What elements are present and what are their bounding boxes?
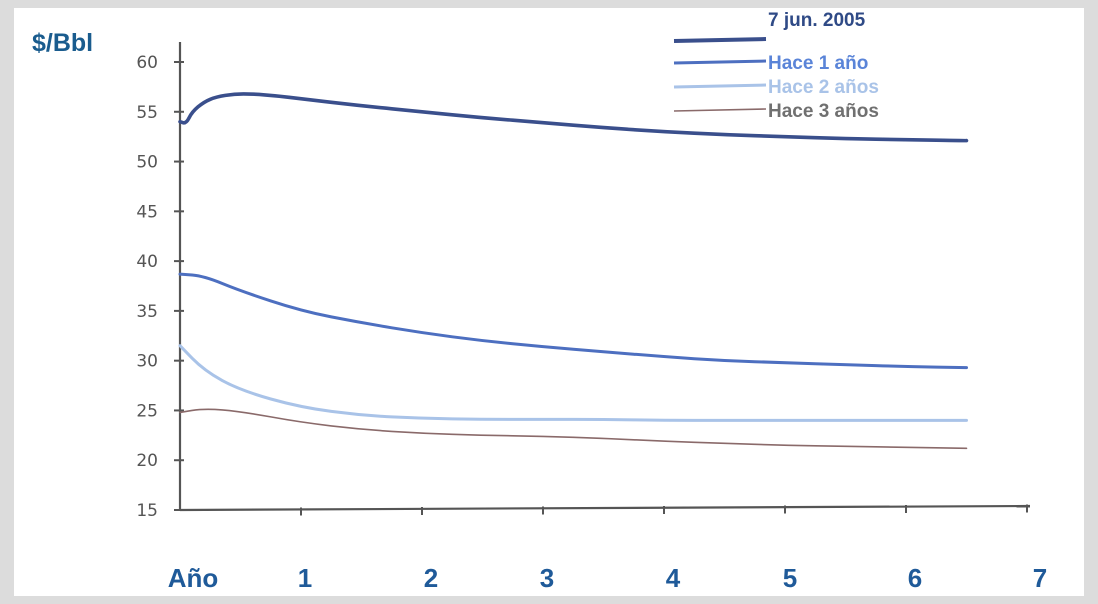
series-line-1 [178,272,969,370]
legend-swatch-3 [673,108,767,112]
y-tick-label-25: 25 [136,401,158,421]
series-line-3 [179,408,968,450]
legend-swatch-0 [673,37,767,43]
legend-label-2: Hace 2 años [768,77,879,98]
legend: 7 jun. 2005 Hace 1 año Hace 2 años Hace 3 a… [673,10,934,122]
y-axis-unit-label: $/Bbl [32,29,93,57]
x-tick-label-2: 2 [424,563,438,593]
x-tick-label-6: 6 [908,563,922,593]
y-tick-label-40: 40 [136,252,158,272]
series-line-0 [178,92,969,143]
x-tick-label-1: 1 [298,563,312,593]
x-tick-label-0: Año [168,563,219,593]
x-tick-label-3: 3 [540,563,554,593]
legend-swatch-1 [673,59,767,65]
legend-background [764,10,934,122]
y-tick-label-55: 55 [136,103,158,123]
y-tick-label-45: 45 [136,202,158,222]
legend-label-0: 7 jun. 2005 [768,10,866,31]
y-tick-label-15: 15 [136,501,158,521]
x-axis-line [179,504,1031,512]
x-tick-label-5: 5 [783,563,797,593]
y-tick-label-30: 30 [136,352,158,372]
y-tick-label-20: 20 [136,451,158,471]
x-tick-label-4: 4 [666,563,681,593]
x-tick-label-7: 7 [1033,563,1047,593]
legend-label-1: Hace 1 año [768,53,868,74]
legend-label-3: Hace 3 años [768,101,879,122]
y-tick-label-35: 35 [136,302,158,322]
series-line-2 [178,344,969,422]
y-tick-label-60: 60 [136,53,158,73]
legend-swatch-2 [673,83,767,89]
series-layer [178,92,969,450]
y-tick-label-50: 50 [136,153,158,173]
